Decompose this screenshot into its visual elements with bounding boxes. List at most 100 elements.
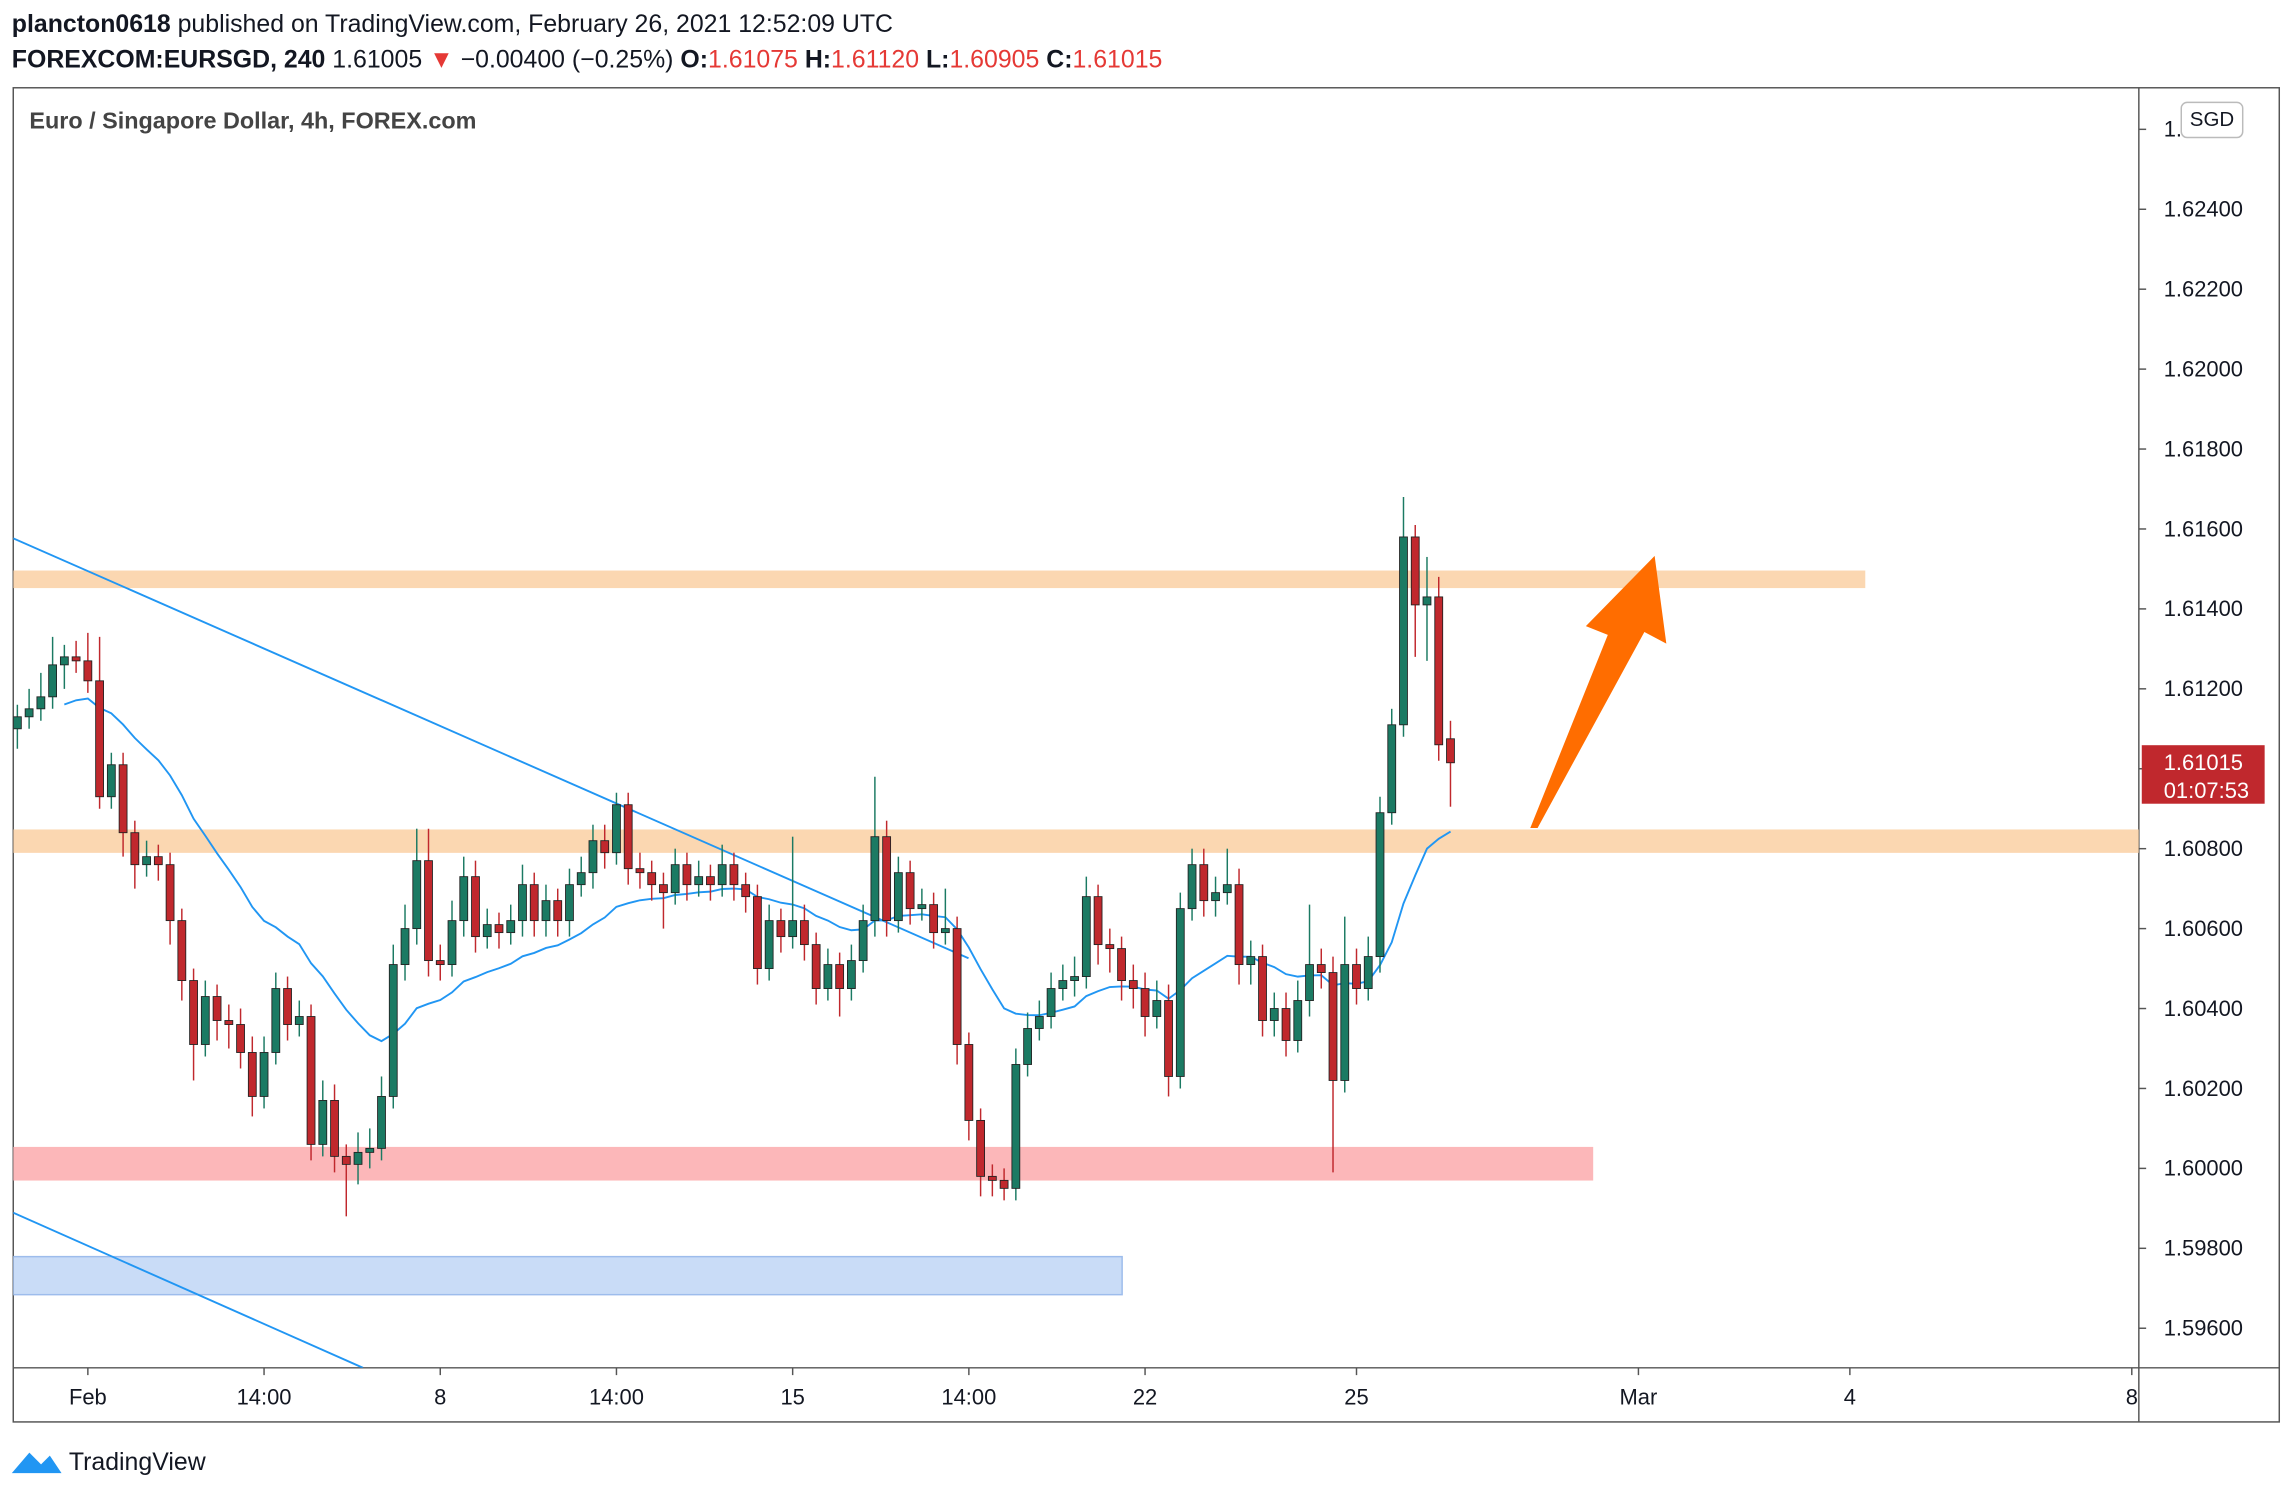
candle-body <box>1222 884 1232 894</box>
candle-body <box>529 884 539 922</box>
candle-body <box>1093 896 1103 946</box>
change: −0.00400 (−0.25%) <box>461 45 674 73</box>
candle-body <box>247 1052 257 1097</box>
candle-body <box>741 884 751 898</box>
y-tick-label: 1.60200 <box>2164 1076 2243 1101</box>
candle-body <box>1387 724 1397 814</box>
candle-body <box>518 884 527 922</box>
candle-body <box>212 996 222 1021</box>
candle-body <box>1152 1000 1162 1017</box>
candle-body <box>905 872 915 910</box>
candle-body <box>1058 980 1068 989</box>
candle-body <box>1081 896 1091 977</box>
candle-body <box>635 868 645 874</box>
candle-body <box>377 1096 386 1149</box>
candle-body <box>435 960 445 966</box>
candle-body <box>24 708 34 718</box>
candle-body <box>365 1147 375 1153</box>
candle-body <box>682 864 692 886</box>
x-tick-label: 14:00 <box>237 1384 292 1409</box>
candle-body <box>471 876 480 938</box>
candle-body <box>800 920 809 946</box>
candle-body <box>1164 1000 1173 1077</box>
candle-body <box>388 964 398 1097</box>
logo <box>11 1452 62 1474</box>
y-tick-label: 1.62200 <box>2164 277 2243 302</box>
published: published on TradingView.com, February 2… <box>178 10 893 38</box>
candle-body <box>1399 536 1408 726</box>
candle-body <box>142 856 151 866</box>
candle-body <box>1340 964 1350 1081</box>
candle-body <box>999 1179 1009 1189</box>
candle-body <box>565 884 574 922</box>
high: 1.61120 <box>831 45 919 73</box>
candle-body <box>59 656 69 666</box>
price: 1.61005 <box>332 45 422 73</box>
chart-title: Euro / Singapore Dollar, 4h, FOREX.com <box>29 108 476 134</box>
candle-body <box>189 980 198 1045</box>
y-tick-label: 1.61600 <box>2164 516 2243 541</box>
low-label: L: <box>926 45 949 73</box>
currency-badge <box>2180 101 2244 139</box>
candle-body <box>1187 864 1197 910</box>
candle-body <box>659 884 668 894</box>
candle-body <box>753 896 762 970</box>
candle-body <box>236 1024 245 1053</box>
candle-body <box>1305 964 1314 1001</box>
candle-body <box>400 928 410 966</box>
brand: TradingView <box>69 1448 207 1476</box>
x-tick-label: 25 <box>1344 1384 1368 1409</box>
y-tick-label: 1.62400 <box>2164 197 2243 222</box>
candle-body <box>987 1175 997 1181</box>
blue-zone <box>13 1255 1123 1296</box>
candle-body <box>1023 1028 1032 1065</box>
candle-body <box>353 1151 363 1165</box>
y-tick-label: 1.62000 <box>2164 356 2243 381</box>
x-tick-label: 15 <box>780 1384 804 1409</box>
candle-body <box>271 988 281 1053</box>
countdown: 01:07:53 <box>2164 778 2249 803</box>
demand-zone <box>13 1146 1594 1181</box>
candle-body <box>83 660 93 682</box>
axes: 1.59600 1.59800 1.60000 1.60200 1.60400 1.606… <box>69 117 2243 1410</box>
frame <box>12 87 2281 1423</box>
x-tick-label: Feb <box>69 1384 107 1409</box>
drawings <box>13 537 2139 1368</box>
candle-body <box>165 864 175 922</box>
candle-body <box>1422 596 1432 606</box>
low: 1.60905 <box>949 45 1039 73</box>
candle-body <box>776 920 786 938</box>
candle-body <box>623 804 633 870</box>
x-tick-label: 8 <box>2126 1384 2138 1409</box>
y-tick-label: 1.61800 <box>2164 436 2243 461</box>
candle-body <box>823 964 833 989</box>
candle-body <box>36 696 46 710</box>
close: 1.61015 <box>1072 45 1162 73</box>
candle-body <box>153 856 163 866</box>
candle-body <box>811 944 821 989</box>
publish-line: plancton0618 published on TradingView.co… <box>12 10 893 38</box>
candle-body <box>1199 864 1209 902</box>
y-tick-label: 1.60400 <box>2164 996 2243 1021</box>
change-arrow: ▼ <box>429 45 454 73</box>
candle-body <box>71 656 81 662</box>
candle-body <box>588 840 598 874</box>
x-tick-label: 8 <box>434 1384 446 1409</box>
author: plancton0618 <box>12 10 171 38</box>
candle-body <box>764 920 774 970</box>
candle-body <box>847 960 856 989</box>
candle-body <box>717 864 727 886</box>
candle-body <box>706 876 715 886</box>
candle-body <box>870 836 880 922</box>
candle-body <box>106 764 116 798</box>
y-tick-label: 1.60800 <box>2164 836 2243 861</box>
candle-body <box>670 864 680 894</box>
close-label: C: <box>1046 45 1072 73</box>
symbol-line: FOREXCOM:EURSGD, 240 1.61005 ▼ −0.00400 … <box>12 45 1163 73</box>
candle-body <box>1446 738 1455 764</box>
candle-body <box>1375 812 1385 958</box>
candle-body <box>306 1016 316 1145</box>
candle-body <box>294 1016 304 1025</box>
